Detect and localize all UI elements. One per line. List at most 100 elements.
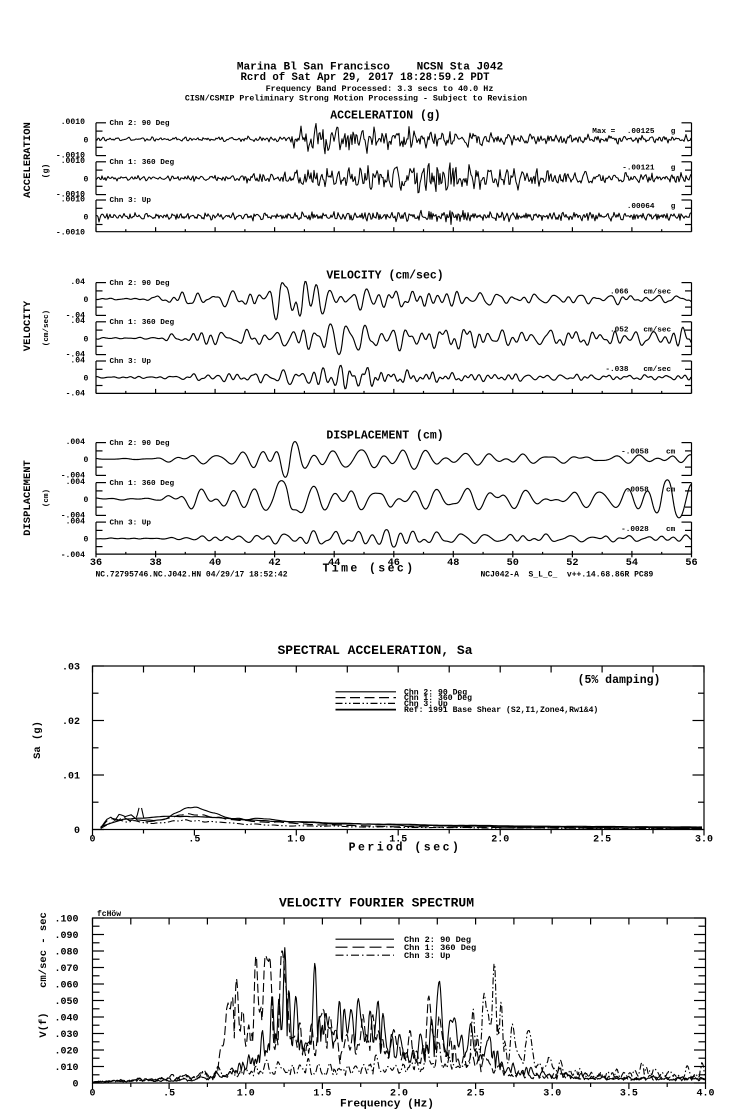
svg-text:-.04: -.04 bbox=[66, 351, 86, 360]
svg-text:ACCELERATION: ACCELERATION bbox=[22, 122, 34, 198]
svg-text:56: 56 bbox=[685, 558, 697, 569]
svg-text:.052: .052 bbox=[610, 327, 629, 335]
svg-text:Chn 3: Up: Chn 3: Up bbox=[110, 519, 152, 527]
svg-text:.00064: .00064 bbox=[627, 203, 655, 211]
svg-text:-.004: -.004 bbox=[61, 471, 85, 480]
svg-text:4.0: 4.0 bbox=[696, 1089, 714, 1100]
svg-text:.050: .050 bbox=[54, 997, 78, 1008]
svg-text:.0010: .0010 bbox=[61, 195, 85, 204]
svg-text:Chn 1: 360 Deg: Chn 1: 360 Deg bbox=[110, 159, 175, 167]
svg-text:Chn 2: 90 Deg: Chn 2: 90 Deg bbox=[110, 120, 170, 128]
svg-text:.070: .070 bbox=[54, 964, 78, 975]
svg-text:g: g bbox=[671, 128, 676, 136]
svg-text:0: 0 bbox=[89, 1089, 95, 1100]
svg-text:Chn 3: Up: Chn 3: Up bbox=[404, 951, 450, 961]
svg-text:0: 0 bbox=[83, 375, 88, 384]
svg-text:0: 0 bbox=[83, 536, 88, 545]
svg-text:Time (sec): Time (sec) bbox=[322, 563, 415, 576]
svg-text:0: 0 bbox=[74, 826, 80, 837]
svg-text:.004: .004 bbox=[66, 518, 86, 527]
svg-text:Frequency (Hz): Frequency (Hz) bbox=[340, 1098, 434, 1110]
svg-text:0: 0 bbox=[72, 1079, 78, 1090]
svg-text:NCJ042-A S_L_C_ v++.14.68.86: NCJ042-A S_L_C_ v++.14.68.86R PC89 bbox=[481, 570, 654, 579]
svg-text:.020: .020 bbox=[54, 1046, 78, 1057]
svg-text:CISN/CSMIP Preliminary Strong: CISN/CSMIP Preliminary Strong Motion Pro… bbox=[185, 94, 527, 104]
svg-text:Chn 1: 360 Deg: Chn 1: 360 Deg bbox=[110, 480, 175, 488]
svg-text:.0010: .0010 bbox=[61, 157, 85, 166]
svg-text:2.5: 2.5 bbox=[593, 834, 611, 845]
svg-text:Chn 2: 90 Deg: Chn 2: 90 Deg bbox=[110, 280, 170, 288]
svg-text:0: 0 bbox=[83, 214, 88, 223]
svg-text:38: 38 bbox=[149, 558, 161, 569]
svg-text:-.038: -.038 bbox=[605, 366, 628, 374]
svg-text:0: 0 bbox=[83, 136, 88, 145]
svg-text:fcHöw: fcHöw bbox=[97, 910, 121, 919]
svg-text:Ref: 1991 Base Shear (S2,I1,Zo: Ref: 1991 Base Shear (S2,I1,Zone4,Rw1&4) bbox=[404, 706, 598, 715]
svg-text:DISPLACEMENT: DISPLACEMENT bbox=[22, 460, 34, 536]
svg-text:.066: .066 bbox=[610, 289, 629, 297]
svg-text:.5: .5 bbox=[188, 834, 200, 845]
svg-text:50: 50 bbox=[507, 558, 519, 569]
svg-text:.100: .100 bbox=[54, 914, 78, 925]
svg-text:40: 40 bbox=[209, 558, 221, 569]
svg-text:-.004: -.004 bbox=[61, 551, 85, 560]
svg-text:Chn 1: 360 Deg: Chn 1: 360 Deg bbox=[110, 319, 175, 327]
svg-text:46: 46 bbox=[388, 558, 400, 569]
svg-text:.010: .010 bbox=[54, 1063, 78, 1074]
svg-text:.5: .5 bbox=[163, 1089, 175, 1100]
svg-text:(g): (g) bbox=[41, 164, 51, 179]
svg-text:SPECTRAL ACCELERATION, Sa: SPECTRAL ACCELERATION, Sa bbox=[277, 643, 472, 658]
svg-text:Marina Bl San Francisco NCS: Marina Bl San Francisco NCSN Sta J042 bbox=[237, 62, 503, 74]
svg-text:0: 0 bbox=[89, 834, 95, 845]
svg-text:0: 0 bbox=[83, 296, 88, 305]
svg-text:.0010: .0010 bbox=[61, 118, 85, 127]
svg-text:-.004: -.004 bbox=[61, 511, 85, 520]
svg-text:2.5: 2.5 bbox=[467, 1089, 485, 1100]
svg-text:-.0010: -.0010 bbox=[56, 229, 85, 238]
svg-text:2.0: 2.0 bbox=[390, 1089, 408, 1100]
svg-text:cm: cm bbox=[666, 526, 676, 534]
svg-text:Chn 3: Up: Chn 3: Up bbox=[404, 700, 448, 709]
svg-text:Period (sec): Period (sec) bbox=[349, 841, 462, 854]
svg-text:Max =: Max = bbox=[592, 128, 615, 136]
svg-text:g: g bbox=[671, 165, 676, 173]
svg-text:NC.72795746.NC.J042.HN 04/29/1: NC.72795746.NC.J042.HN 04/29/17 18:52:42 bbox=[96, 570, 288, 579]
svg-text:-.0028: -.0028 bbox=[621, 526, 649, 534]
svg-text:-.0010: -.0010 bbox=[56, 152, 85, 161]
svg-text:.04: .04 bbox=[70, 356, 85, 365]
svg-text:(5% damping): (5% damping) bbox=[578, 674, 661, 687]
svg-text:cm/sec: cm/sec bbox=[643, 366, 671, 374]
svg-text:cm/sec: cm/sec bbox=[643, 289, 671, 297]
svg-text:(cm): (cm) bbox=[43, 489, 51, 507]
svg-text:.0058: .0058 bbox=[626, 487, 649, 495]
svg-text:.090: .090 bbox=[54, 931, 78, 942]
svg-text:.04: .04 bbox=[70, 278, 85, 287]
svg-text:Rcrd of Sat Apr 29, 2017 18:28: Rcrd of Sat Apr 29, 2017 18:28:59.2 PDT bbox=[240, 72, 490, 84]
svg-text:VELOCITY FOURIER SPECTRUM: VELOCITY FOURIER SPECTRUM bbox=[279, 896, 474, 911]
svg-text:.004: .004 bbox=[66, 438, 86, 447]
svg-text:.02: .02 bbox=[62, 717, 80, 728]
svg-text:36: 36 bbox=[90, 558, 102, 569]
svg-text:0: 0 bbox=[83, 335, 88, 344]
svg-text:ACCELERATION (g): ACCELERATION (g) bbox=[330, 110, 440, 123]
svg-text:48: 48 bbox=[447, 558, 459, 569]
svg-text:44: 44 bbox=[328, 558, 340, 569]
svg-text:cm: cm bbox=[666, 487, 676, 495]
svg-text:VELOCITY: VELOCITY bbox=[22, 300, 34, 351]
svg-text:Chn 2: 90 Deg: Chn 2: 90 Deg bbox=[404, 688, 467, 697]
svg-text:.00125: .00125 bbox=[627, 128, 655, 136]
svg-text:1.5: 1.5 bbox=[313, 1089, 331, 1100]
svg-text:3.0: 3.0 bbox=[543, 1089, 561, 1100]
svg-text:DISPLACEMENT (cm): DISPLACEMENT (cm) bbox=[326, 430, 443, 443]
svg-text:cm/sec: cm/sec bbox=[643, 327, 671, 335]
svg-text:-.00121: -.00121 bbox=[622, 165, 655, 173]
svg-text:VELOCITY (cm/sec): VELOCITY (cm/sec) bbox=[326, 270, 443, 283]
svg-text:1.0: 1.0 bbox=[237, 1089, 255, 1100]
svg-text:0: 0 bbox=[83, 175, 88, 184]
svg-text:3.0: 3.0 bbox=[695, 834, 713, 845]
svg-text:(cm/sec): (cm/sec) bbox=[43, 310, 51, 346]
svg-text:.01: .01 bbox=[62, 771, 80, 782]
svg-text:g: g bbox=[671, 203, 676, 211]
svg-text:54: 54 bbox=[626, 558, 638, 569]
svg-text:Chn 3: Up: Chn 3: Up bbox=[110, 197, 152, 205]
